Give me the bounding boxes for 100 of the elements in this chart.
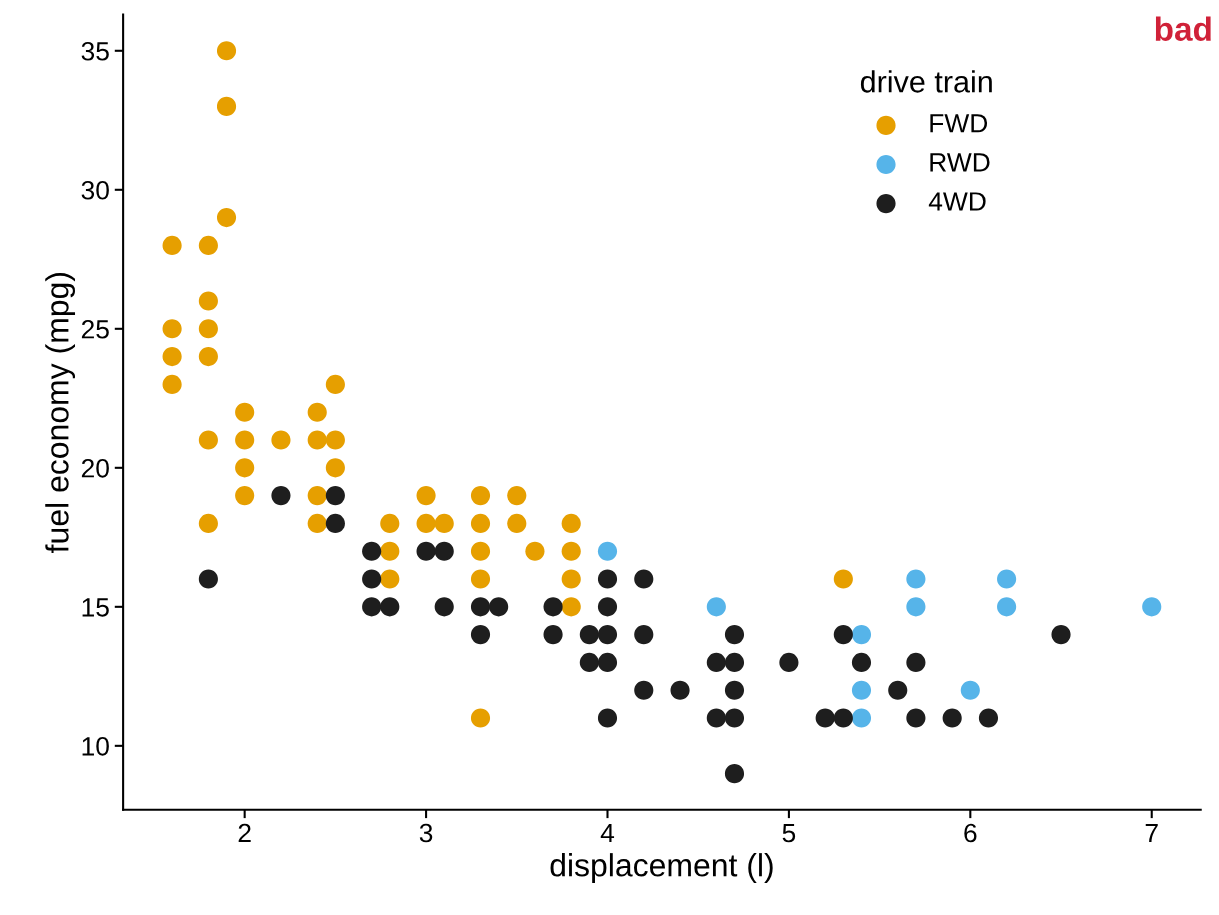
point: [416, 513, 436, 533]
point: [906, 652, 926, 672]
point: [198, 347, 218, 367]
point: [1142, 597, 1162, 617]
point: [470, 513, 491, 533]
point: [670, 680, 690, 700]
point: [198, 319, 218, 339]
point: [1051, 625, 1071, 645]
point: [198, 291, 218, 311]
point: [561, 541, 581, 561]
point: [561, 569, 581, 589]
point: [434, 513, 454, 533]
point: [906, 569, 926, 589]
point: [597, 569, 618, 589]
x-tick-label: 6: [964, 823, 977, 843]
point: [724, 680, 745, 700]
point: [271, 430, 291, 450]
legend-label: 4WD: [928, 192, 986, 211]
point: [543, 597, 563, 617]
point: [198, 235, 218, 255]
point: [416, 541, 436, 561]
point: [380, 541, 400, 561]
point: [380, 513, 400, 533]
point: [362, 541, 382, 561]
point: [888, 680, 908, 700]
point: [597, 652, 618, 672]
point: [162, 319, 182, 339]
point: [634, 569, 654, 589]
point: [579, 652, 599, 672]
point: [597, 597, 618, 617]
point: [561, 513, 581, 533]
point: [162, 374, 182, 394]
point: [162, 235, 182, 255]
point: [325, 486, 345, 506]
point: [851, 708, 872, 728]
point: [706, 652, 726, 672]
point: [815, 708, 835, 728]
point: [470, 708, 491, 728]
point: [997, 569, 1017, 589]
point: [706, 597, 726, 617]
point: [634, 625, 654, 645]
point: [997, 597, 1017, 617]
y-tick-label: 35: [81, 41, 109, 61]
point: [724, 764, 745, 784]
point: [325, 374, 345, 394]
point: [634, 680, 654, 700]
x-tick-label: 7: [1145, 823, 1158, 843]
y-axis-title: fuel economy (mpg): [45, 273, 76, 553]
x-axis-title: displacement (l): [550, 853, 773, 883]
point: [470, 569, 491, 589]
point: [960, 680, 980, 700]
point: [434, 597, 454, 617]
point: [380, 597, 400, 617]
point: [235, 486, 255, 506]
point: [271, 486, 291, 506]
x-tick-label: 4: [600, 823, 615, 843]
point: [833, 708, 853, 728]
point: [543, 625, 563, 645]
point: [978, 708, 999, 728]
legend-title: drive train: [860, 70, 992, 93]
point: [216, 41, 237, 61]
point: [362, 597, 382, 617]
point: [198, 430, 218, 450]
point: [597, 541, 618, 561]
point: [706, 708, 726, 728]
point: [470, 597, 491, 617]
point: [525, 541, 545, 561]
point: [235, 430, 255, 450]
point: [507, 486, 527, 506]
y-tick-label: 20: [81, 458, 109, 478]
point: [779, 652, 799, 672]
x-tick-label: 2: [238, 823, 251, 843]
point: [216, 208, 237, 228]
annotation: bad: [1155, 16, 1211, 41]
legend-label: RWD: [930, 153, 990, 172]
point: [198, 513, 218, 533]
point: [597, 708, 618, 728]
point: [416, 486, 436, 506]
point: [489, 597, 509, 617]
point: [833, 625, 853, 645]
point: [307, 430, 327, 450]
point: [162, 347, 182, 367]
point: [434, 541, 454, 561]
point: [906, 708, 926, 728]
point: [235, 402, 255, 422]
y-tick-label: 25: [81, 319, 109, 339]
point: [942, 708, 962, 728]
y-tick-label: 15: [82, 598, 109, 617]
point: [724, 708, 745, 728]
legend-label: FWD: [930, 114, 988, 133]
point: [724, 625, 745, 645]
point: [507, 513, 527, 533]
point: [906, 597, 926, 617]
point: [579, 625, 599, 645]
x-tick-label: 5: [782, 823, 796, 843]
point: [235, 458, 255, 478]
y-tick-label: 30: [81, 180, 109, 200]
x-tick-label: 3: [419, 823, 433, 843]
point: [561, 597, 581, 617]
point: [851, 625, 872, 645]
